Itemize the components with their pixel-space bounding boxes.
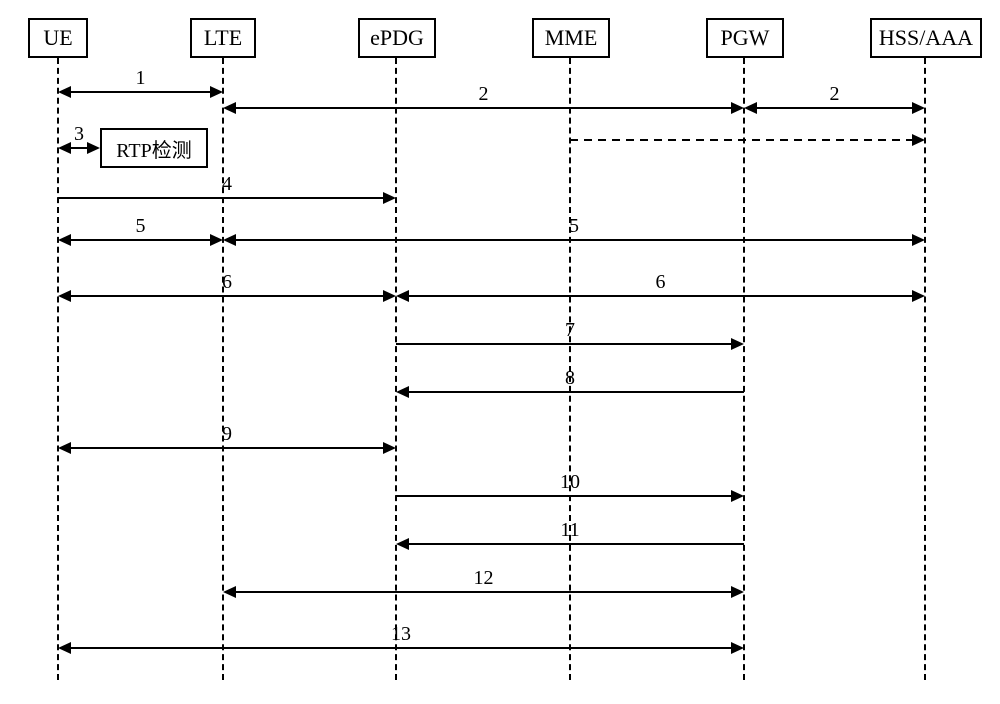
msg-label-2: 2 bbox=[479, 83, 489, 106]
participant-ue: UE bbox=[28, 18, 88, 58]
msg-label-5: 5 bbox=[569, 215, 579, 238]
participant-hss: HSS/AAA bbox=[870, 18, 982, 58]
sequence-diagram: UELTEePDGMMEPGWHSS/AAARTP检测1223455667891… bbox=[0, 0, 1000, 704]
msg-label-8: 8 bbox=[565, 367, 575, 390]
msg-label-9: 9 bbox=[222, 423, 232, 446]
msg-label-1: 1 bbox=[136, 67, 146, 90]
lifeline-epdg bbox=[395, 58, 397, 680]
msg-label-2: 2 bbox=[830, 83, 840, 106]
participant-mme: MME bbox=[532, 18, 610, 58]
msg-label-11: 11 bbox=[560, 519, 579, 542]
participant-lte: LTE bbox=[190, 18, 256, 58]
lifeline-pgw bbox=[743, 58, 745, 680]
participant-pgw: PGW bbox=[706, 18, 784, 58]
msg-label-10: 10 bbox=[560, 471, 580, 494]
msg-label-6: 6 bbox=[222, 271, 232, 294]
msg-label-3: 3 bbox=[74, 123, 84, 146]
lifeline-lte bbox=[222, 58, 224, 680]
rtp-box: RTP检测 bbox=[100, 128, 208, 168]
msg-label-12: 12 bbox=[474, 567, 494, 590]
msg-label-6: 6 bbox=[656, 271, 666, 294]
msg-label-13: 13 bbox=[391, 623, 411, 646]
lifeline-ue bbox=[57, 58, 59, 680]
participant-epdg: ePDG bbox=[358, 18, 436, 58]
arrows-layer bbox=[0, 0, 1000, 704]
lifeline-hss bbox=[924, 58, 926, 680]
msg-label-4: 4 bbox=[222, 173, 232, 196]
msg-label-5: 5 bbox=[136, 215, 146, 238]
msg-label-7: 7 bbox=[565, 319, 575, 342]
